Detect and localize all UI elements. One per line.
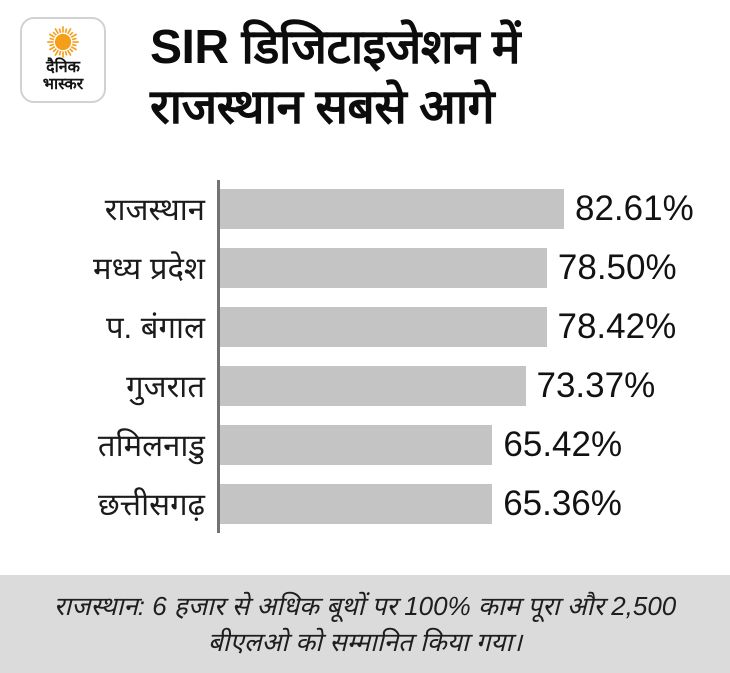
chart-row: गुजरात 73.37% <box>0 366 730 406</box>
bar <box>220 189 564 229</box>
chart-rows: राजस्थान 82.61% मध्य प्रदेश 78.50% प. बंगाल 7… <box>0 189 730 524</box>
bar <box>220 484 493 524</box>
bar <box>220 366 526 406</box>
logo-line1: दैनिक <box>46 59 80 76</box>
footer-text: राजस्थान: 6 हजार से अधिक बूथों पर 100% क… <box>54 588 677 660</box>
chart-row: छत्तीसगढ़ 65.36% <box>0 484 730 524</box>
value-label: 65.42% <box>503 425 623 464</box>
logo-text: दैनिक भास्कर <box>43 59 83 94</box>
chart-row: प. बंगाल 78.42% <box>0 307 730 347</box>
category-label: प. बंगाल <box>105 310 205 345</box>
title-line2: राजस्थान सबसे आगे <box>150 81 495 134</box>
value-label: 65.36% <box>503 484 622 523</box>
title-line1: SIR डिजिटाइजेशन में <box>150 21 521 74</box>
value-label: 73.37% <box>536 366 656 405</box>
sun-icon <box>47 26 79 58</box>
category-label: मध्य प्रदेश <box>93 251 205 286</box>
footer-line2: बीएलओ को सम्मानित किया गया। <box>207 627 523 657</box>
bar-chart: राजस्थान 82.61% मध्य प्रदेश 78.50% प. बंगाल 7… <box>0 180 730 533</box>
bar <box>220 425 493 465</box>
category-label: छत्तीसगढ़ <box>97 487 205 522</box>
chart-row: तमिलनाडु 65.42% <box>0 425 730 465</box>
dainik-bhaskar-logo: दैनिक भास्कर <box>20 17 106 103</box>
footer-note: राजस्थान: 6 हजार से अधिक बूथों पर 100% क… <box>0 575 730 673</box>
bar <box>220 307 547 347</box>
chart-row: राजस्थान 82.61% <box>0 189 730 229</box>
bar <box>220 248 547 288</box>
footer-line1: राजस्थान: 6 हजार से अधिक बूथों पर 100% क… <box>53 591 677 621</box>
value-label: 82.61% <box>575 189 694 228</box>
value-label: 78.42% <box>557 307 677 346</box>
value-label: 78.50% <box>557 248 677 287</box>
y-axis-line <box>217 180 220 533</box>
logo-line2: भास्कर <box>42 76 84 94</box>
category-label: गुजरात <box>126 369 205 404</box>
chart-row: मध्य प्रदेश 78.50% <box>0 248 730 288</box>
page-title: SIR डिजिटाइजेशन में राजस्थान सबसे आगे <box>150 18 521 138</box>
category-label: तमिलनाडु <box>97 428 205 463</box>
category-label: राजस्थान <box>104 192 205 227</box>
